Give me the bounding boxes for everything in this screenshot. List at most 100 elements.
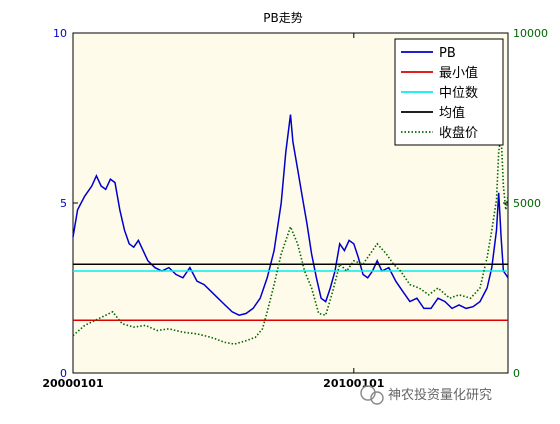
series-4-point [325, 315, 326, 316]
series-3-point [72, 264, 73, 265]
series-0-point [402, 291, 403, 292]
series-4-point [470, 298, 471, 299]
series-0-point [72, 236, 73, 237]
series-4-point [98, 318, 99, 319]
series-4-point [255, 337, 256, 338]
series-4-point [297, 243, 298, 244]
series-4-point [507, 196, 508, 197]
series-0-point [321, 298, 322, 299]
series-0-point [196, 281, 197, 282]
series-4-point [377, 243, 378, 244]
series-0-point [114, 182, 115, 183]
series-4-point [262, 328, 263, 329]
series-0-point [358, 257, 359, 258]
series-0-point [133, 247, 134, 248]
series-0-point [119, 209, 120, 210]
series-line-4 [72, 134, 509, 345]
series-0-point [388, 267, 389, 268]
series-4-point [274, 284, 275, 285]
series-4-point [245, 340, 246, 341]
series-4-point [211, 337, 212, 338]
series-4-point [491, 230, 492, 231]
series-0-point [292, 141, 293, 142]
legend-label: 中位数 [439, 86, 478, 101]
series-4 [72, 134, 509, 345]
series-0-point [507, 277, 508, 278]
series-0-point [430, 308, 431, 309]
series-0-point [498, 192, 499, 193]
legend-label: PB [439, 46, 456, 61]
series-4-point [332, 291, 333, 292]
series-4-point [267, 311, 268, 312]
series-4-point [400, 270, 401, 271]
series-0-point [204, 284, 205, 285]
series-4-point [122, 323, 123, 324]
series-4-point [196, 333, 197, 334]
series-0-point [479, 301, 480, 302]
series-0-point [339, 243, 340, 244]
series-0-point [175, 274, 176, 275]
series-0-point [91, 185, 92, 186]
legend-label: 最小值 [439, 65, 478, 81]
series-0-point [245, 313, 246, 314]
series-4-point [311, 287, 312, 288]
legend-label: 收盘价 [439, 125, 478, 141]
series-4-point [409, 284, 410, 285]
series-4-point [370, 253, 371, 254]
series-0-point [182, 277, 183, 278]
series-0-point [253, 308, 254, 309]
series-4-point [353, 260, 354, 261]
series-4-point [449, 298, 450, 299]
series-0-point [232, 311, 233, 312]
series-4-point [72, 335, 73, 336]
series-4-point [479, 287, 480, 288]
series-1-point [507, 320, 508, 321]
series-0-point [281, 202, 282, 203]
y-right-tick-label: 10000 [513, 27, 548, 40]
watermark: 神农投资量化研究 [360, 385, 492, 405]
series-4-point [339, 264, 340, 265]
series-4-point [133, 327, 134, 328]
series-0-point [367, 277, 368, 278]
series-2 [72, 270, 508, 272]
series-0-point [395, 281, 396, 282]
series-4-point [458, 294, 459, 295]
series-4-point [281, 253, 282, 254]
series-0-point [239, 315, 240, 316]
series-4-point [84, 325, 85, 326]
series-0-point [211, 291, 212, 292]
series-0-point [409, 301, 410, 302]
watermark-text: 神农投资量化研究 [388, 387, 492, 403]
series-0-point [267, 277, 268, 278]
series-4-point [157, 330, 158, 331]
series-0-point [138, 240, 139, 241]
series-0-point [423, 308, 424, 309]
series-0-point [458, 304, 459, 305]
series-0-point [297, 168, 298, 169]
series-4-point [503, 185, 504, 186]
series-4-point [168, 328, 169, 329]
series-0-point [362, 274, 363, 275]
series-2-point [72, 270, 73, 271]
y-right-tick-label: 5000 [513, 197, 541, 210]
series-0-point [285, 151, 286, 152]
series-0-point [189, 267, 190, 268]
series-0-point [306, 223, 307, 224]
series-0-point [147, 260, 148, 261]
series-4-point [182, 332, 183, 333]
series-0 [72, 114, 509, 316]
series-4-point [487, 257, 488, 258]
series-0-point [325, 301, 326, 302]
series-0-point [217, 298, 218, 299]
series-0-point [302, 196, 303, 197]
series-4-point [419, 287, 420, 288]
series-0-point [349, 240, 350, 241]
y-left-tick-label: 0 [60, 367, 67, 380]
series-line-0 [72, 114, 509, 316]
series-0-point [344, 250, 345, 251]
series-0-point [84, 196, 85, 197]
chart-title: PB走势 [263, 11, 302, 25]
series-0-point [451, 308, 452, 309]
